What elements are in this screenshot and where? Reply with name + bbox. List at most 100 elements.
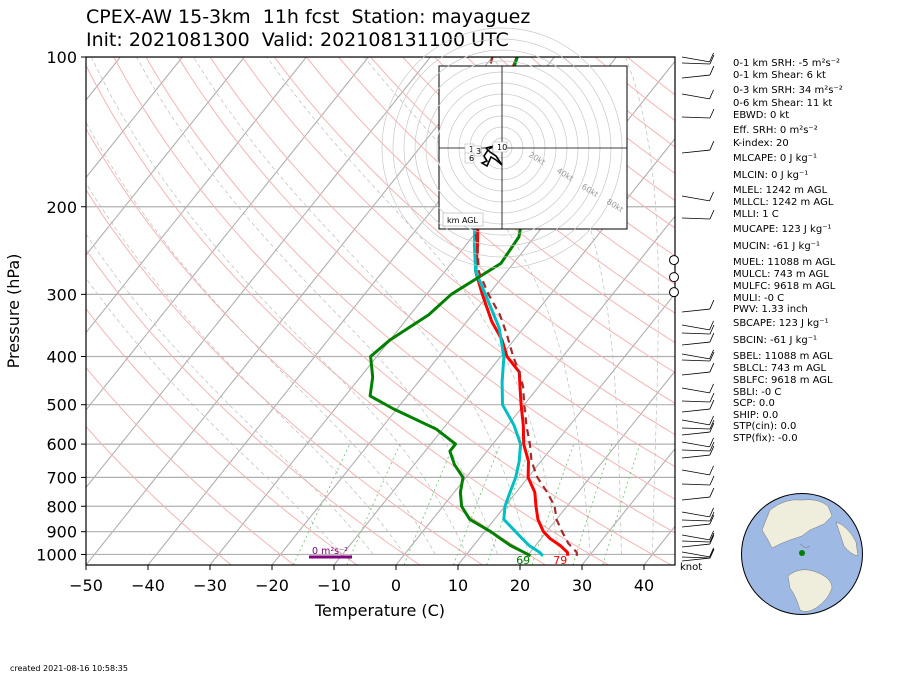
wind-barb (681, 523, 710, 528)
wind-barb-flag (709, 415, 714, 426)
wind-barb (681, 511, 710, 518)
wind-barb (681, 195, 710, 202)
hodograph-trace (480, 145, 503, 168)
index-line: MLLI: 1 C (733, 209, 779, 220)
index-line: 0-6 km Shear: 11 kt (733, 98, 833, 109)
wind-barb (681, 496, 710, 501)
wind-barb-flag (709, 332, 715, 343)
x-tick-label: −50 (69, 576, 103, 595)
isotherm-line (86, 57, 183, 179)
moist-adiabat (491, 57, 622, 555)
index-line: MUEL: 11088 m AGL (733, 257, 836, 268)
index-line: SHIP: 0.0 (733, 410, 779, 421)
wind-barb (681, 469, 710, 476)
mixing-ratio-line (602, 443, 641, 565)
wind-barb (681, 483, 710, 486)
moist-adiabat (90, 57, 467, 555)
moist-adiabat (86, 233, 374, 555)
wind-barb-flag (709, 89, 714, 100)
surface-value-label: 69 (516, 554, 530, 567)
x-tick-label: −30 (193, 576, 227, 595)
wind-barb (681, 556, 710, 559)
mixing-ratio-line (292, 443, 351, 565)
cloud-cover-marker (669, 287, 679, 298)
dry-adiabat (86, 307, 358, 565)
dry-adiabat (209, 57, 675, 468)
wind-barb (681, 441, 710, 448)
index-line: 0-1 km Shear: 6 kt (733, 70, 826, 81)
isotherm-line (209, 57, 617, 565)
wind-barb-flag (709, 108, 715, 119)
x-tick-label: 20 (510, 576, 530, 595)
moist-adiabat (86, 121, 436, 555)
sounding-line-3 (470, 57, 579, 556)
wind-barb-flag (709, 548, 715, 559)
cloud-cover-marker (669, 255, 679, 266)
x-tick-label: −40 (131, 576, 165, 595)
wind-barb-flag (709, 547, 714, 558)
index-line: SBLFC: 9618 m AGL (733, 375, 833, 386)
wind-barb (681, 408, 710, 413)
wind-barb-flag (709, 52, 714, 63)
dry-adiabat (338, 57, 675, 344)
wind-barb (681, 419, 710, 426)
wind-barb-flag (709, 349, 714, 360)
index-line: MULCL: 743 m AGL (733, 269, 829, 280)
isotherm-line (86, 57, 245, 256)
wind-barb (681, 308, 710, 313)
index-line: SBLI: -0 C (733, 387, 782, 398)
mixing-ratio-line (572, 443, 613, 565)
wind-barb (681, 74, 710, 79)
wind-barb (681, 431, 710, 436)
index-line: SCP: 0.0 (733, 398, 775, 409)
y-tick-label: 1000 (36, 545, 77, 564)
hodograph-height-label: 3 (471, 145, 482, 157)
index-line: SBCIN: -61 J kg⁻¹ (733, 335, 818, 346)
wind-barb-flag (709, 511, 715, 522)
wind-barb (681, 116, 710, 119)
dry-adiabat (370, 57, 675, 314)
moist-adiabat (136, 57, 498, 555)
isotherm-line (86, 57, 307, 334)
x-axis-label: Temperature (C) (314, 601, 445, 620)
isotherm-line (395, 215, 675, 565)
svg-text:1: 1 (469, 145, 474, 154)
wind-barb-flag (709, 351, 715, 362)
y-tick-label: 500 (46, 396, 77, 415)
svg-text:10: 10 (497, 143, 507, 152)
wind-barb-flag (709, 441, 715, 452)
dry-adiabat (86, 64, 609, 565)
plot-frame (85, 56, 676, 566)
wind-barb (681, 540, 710, 543)
x-tick-label: −20 (255, 576, 289, 595)
wind-barb-flag (709, 140, 715, 151)
dry-adiabat (113, 57, 672, 565)
wind-barb (681, 557, 710, 562)
svg-text:6: 6 (469, 154, 474, 163)
wind-barb (681, 324, 710, 331)
x-tick-label: −10 (317, 576, 351, 595)
hodograph-height-label: 10 (492, 141, 508, 153)
index-line: EBWD: 0 kt (733, 110, 790, 121)
wind-barb-flag (709, 445, 715, 456)
y-tick-label: 900 (46, 523, 77, 542)
wind-barb (681, 353, 710, 360)
index-line: SBLCL: 743 m AGL (733, 363, 827, 374)
dry-adiabat (86, 366, 295, 565)
wind-barb-flag (709, 465, 714, 476)
cloud-cover-marker (669, 272, 679, 283)
index-line: STP(fix): -0.0 (733, 433, 798, 444)
index-line: K-index: 20 (733, 138, 789, 149)
wind-barb (681, 371, 710, 376)
wind-barb-flag (709, 532, 715, 543)
moist-adiabat (193, 57, 529, 555)
isotherm-line (86, 57, 369, 411)
dry-adiabat (402, 57, 675, 285)
index-line: Eff. SRH: 0 m²s⁻² (733, 125, 818, 136)
mixing-ratio-line (531, 443, 575, 565)
index-line: 0-3 km SRH: 34 m²s⁻² (733, 85, 843, 96)
wind-barb-flag (709, 534, 715, 545)
moist-adiabat (683, 57, 719, 555)
isotherm-line (271, 60, 675, 565)
